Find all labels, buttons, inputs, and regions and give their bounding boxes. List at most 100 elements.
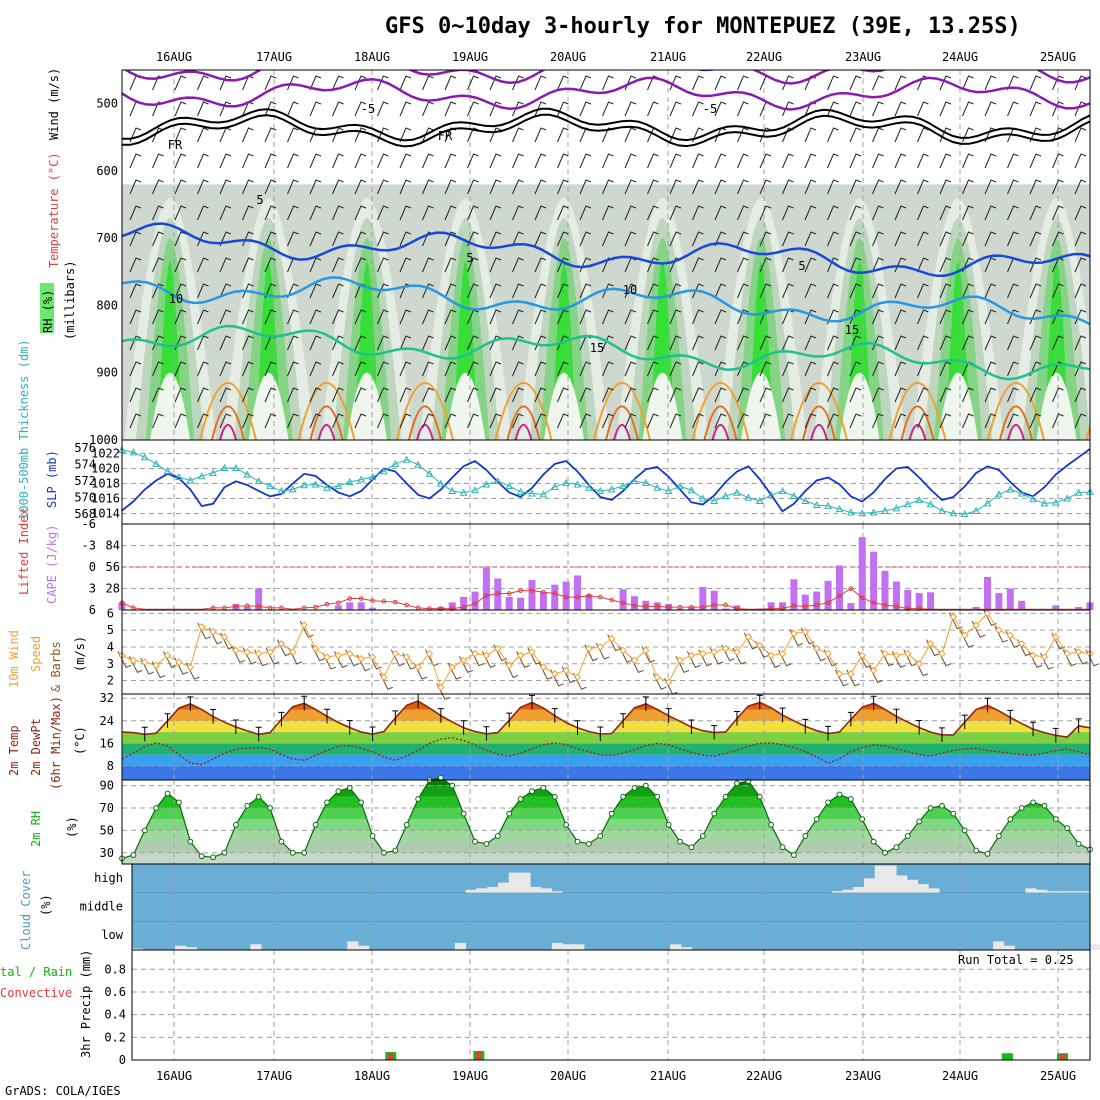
thickness-point	[528, 489, 536, 497]
wind-barb	[534, 413, 547, 429]
wind-barb	[242, 387, 254, 403]
thickness-point	[197, 472, 206, 480]
rh-point	[529, 788, 535, 795]
wind-barb	[692, 309, 704, 325]
wind-barb	[399, 257, 412, 273]
wind-speed-point	[710, 648, 718, 656]
cloud-low-bar	[358, 945, 370, 950]
rh-point	[642, 782, 649, 789]
li-point	[654, 604, 660, 609]
cloud-low-bar	[185, 947, 197, 950]
thickness-point	[550, 482, 559, 490]
wind-barb	[782, 361, 794, 377]
wind-barb	[399, 387, 412, 403]
cape-tick: 84	[106, 539, 120, 553]
thickness-point	[152, 459, 161, 467]
wind-tick: 5	[107, 623, 114, 637]
wind-barb	[1029, 205, 1042, 221]
wind-barb	[309, 75, 322, 91]
wind-barb	[669, 335, 682, 351]
wind-barb	[894, 179, 907, 195]
wind-barb	[692, 231, 704, 247]
wind-speed-point	[847, 670, 855, 678]
wind-barb	[782, 283, 794, 299]
wind-speed-point	[585, 644, 593, 653]
temp-minmax-bar	[825, 725, 832, 741]
wind-barb	[332, 257, 344, 273]
rh-point	[392, 847, 399, 854]
wind-barb	[534, 257, 547, 273]
wind-barb	[512, 257, 524, 273]
wind-barb	[939, 205, 952, 221]
wind-barb	[872, 283, 884, 299]
temp-contour-30	[416, 423, 434, 440]
wind-speed-point	[858, 651, 866, 660]
wind-speed-point	[630, 656, 639, 665]
thickness-point	[380, 467, 388, 475]
wind-barb	[1074, 413, 1087, 429]
wind-barb	[917, 127, 929, 143]
wind-speed-point	[300, 621, 308, 629]
rh-band	[122, 830, 1090, 842]
rh-point	[711, 810, 718, 817]
rh-point	[574, 838, 581, 845]
wind-barb	[827, 153, 839, 169]
thickness-point	[767, 491, 775, 499]
temp-minmax-bar	[733, 710, 740, 726]
cape-bar	[346, 602, 354, 610]
thickness-point	[642, 478, 650, 486]
wind-barb	[1052, 205, 1064, 221]
wind-barb	[984, 387, 997, 403]
wind-barb	[984, 179, 997, 195]
temp-minmax-bar	[938, 727, 945, 742]
li-point	[837, 593, 842, 598]
contour-label: -5	[361, 102, 375, 116]
wind-barb	[332, 361, 344, 377]
cape-bar	[881, 570, 889, 610]
rh-point	[859, 816, 866, 823]
wind-barb	[737, 361, 749, 377]
wind-barb	[377, 101, 389, 117]
thickness-point	[243, 470, 252, 478]
wind-barb	[602, 101, 614, 117]
wind-barb	[309, 179, 322, 195]
wind-barb	[962, 75, 974, 91]
precip-tick: 0.8	[104, 962, 126, 976]
rh-point	[791, 852, 797, 858]
wind-barb	[602, 231, 614, 247]
wind-barb	[624, 127, 637, 143]
rh-point	[927, 805, 934, 811]
wind-barb	[332, 309, 344, 325]
cloud-high-bar	[1057, 891, 1069, 893]
cloud-high-bar	[465, 889, 477, 893]
rh-point	[1075, 840, 1082, 847]
li-point	[859, 595, 865, 601]
wind-barb	[669, 283, 682, 299]
wind-barb	[872, 361, 884, 377]
li-tick: 3	[89, 582, 96, 596]
wind-barb	[287, 413, 299, 429]
wind-barb	[354, 231, 367, 247]
wind-barb	[129, 413, 142, 429]
wind-barb	[309, 387, 322, 403]
wind-barb	[849, 309, 862, 325]
cape-bar	[551, 584, 559, 610]
wind-barb	[917, 153, 929, 169]
wind-barb	[917, 257, 929, 273]
temp-minmax-bar	[483, 726, 490, 741]
wind-barb	[444, 179, 457, 195]
rh-point	[415, 796, 421, 802]
wind-speed-point	[243, 648, 251, 656]
dry-dome	[1036, 372, 1077, 440]
wind-barb	[692, 153, 704, 169]
cloud-high-bar	[907, 879, 919, 893]
rh-point	[1018, 805, 1025, 811]
li-point	[586, 593, 592, 598]
wind-speed-point	[357, 655, 365, 663]
li-point	[814, 602, 819, 608]
wind-barb	[827, 205, 839, 221]
wind-speed-point	[175, 658, 183, 666]
date-label-bottom: 18AUG	[354, 1069, 390, 1083]
wind-speed-point	[368, 653, 377, 661]
cape-bar	[801, 594, 809, 610]
